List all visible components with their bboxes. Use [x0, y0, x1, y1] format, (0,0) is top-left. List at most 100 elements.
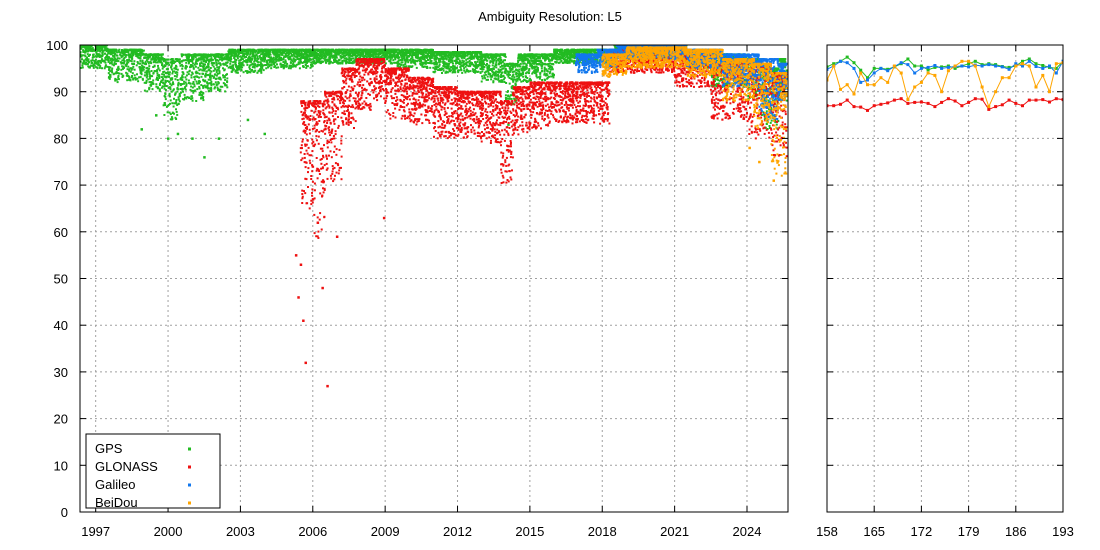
- data-point: [229, 66, 232, 69]
- data-point: [252, 63, 255, 66]
- data-point: [351, 57, 353, 60]
- data-point: [135, 53, 137, 55]
- data-point: [417, 53, 419, 56]
- data-point: [420, 53, 423, 56]
- data-point: [178, 62, 181, 65]
- data-point: [457, 55, 460, 58]
- data-point: [310, 50, 313, 53]
- data-point: [177, 96, 180, 99]
- data-point: [80, 60, 82, 63]
- data-point: [225, 84, 228, 87]
- data-point: [152, 56, 155, 59]
- data-point: [395, 48, 398, 51]
- data-point: [275, 60, 278, 63]
- data-point: [470, 53, 473, 56]
- data-point: [320, 53, 323, 56]
- data-point: [172, 62, 175, 65]
- data-point: [222, 58, 225, 61]
- data-point: [257, 64, 260, 67]
- data-point: [472, 71, 475, 73]
- data-point: [106, 53, 109, 56]
- data-point: [177, 88, 180, 91]
- data-point: [441, 72, 443, 74]
- data-point: [146, 71, 149, 74]
- data-point: [250, 63, 253, 66]
- data-point: [544, 59, 547, 61]
- data-point: [388, 48, 391, 51]
- data-point: [249, 59, 252, 62]
- data-point: [458, 69, 461, 72]
- data-point: [215, 83, 218, 86]
- data-point: [255, 50, 258, 53]
- data-point: [266, 60, 268, 63]
- data-point: [277, 66, 280, 69]
- data-point: [276, 51, 279, 54]
- data-point: [209, 74, 212, 77]
- data-point: [366, 49, 369, 51]
- data-point: [392, 48, 395, 51]
- data-point: [145, 56, 148, 59]
- data-point: [551, 73, 554, 75]
- data-point: [161, 62, 164, 65]
- data-point: [181, 67, 184, 70]
- data-point: [240, 49, 243, 52]
- data-point: [153, 70, 156, 73]
- data-point: [465, 54, 468, 57]
- data-point: [298, 61, 300, 64]
- data-point: [333, 58, 336, 61]
- data-point: [278, 57, 281, 60]
- data-point: [439, 68, 442, 70]
- data-point: [172, 83, 175, 86]
- data-point: [360, 49, 363, 52]
- data-point: [299, 58, 302, 61]
- data-point: [241, 55, 244, 58]
- data-point: [245, 53, 248, 56]
- data-point: [516, 63, 518, 66]
- data-point: [168, 75, 170, 78]
- data-point: [350, 59, 352, 61]
- data-point: [292, 65, 294, 68]
- data-point: [250, 60, 253, 63]
- data-point: [282, 67, 285, 70]
- data-point: [92, 63, 95, 66]
- data-point: [480, 68, 483, 71]
- data-point: [157, 64, 159, 67]
- data-point: [445, 62, 448, 65]
- data-point: [260, 65, 263, 68]
- data-point: [407, 61, 410, 64]
- data-point: [506, 70, 509, 73]
- data-point: [419, 58, 422, 61]
- data-point: [461, 56, 464, 59]
- data-point: [373, 56, 376, 59]
- data-point: [334, 49, 337, 52]
- data-point: [185, 74, 188, 77]
- data-point: [216, 86, 219, 89]
- data-point: [489, 60, 492, 63]
- data-point: [126, 48, 129, 51]
- data-point: [301, 61, 304, 64]
- data-point: [298, 67, 301, 70]
- data-point: [104, 58, 107, 61]
- data-point: [413, 62, 416, 64]
- data-point: [408, 66, 411, 69]
- data-point: [126, 79, 129, 82]
- data-point: [115, 71, 118, 73]
- data-point: [507, 94, 510, 97]
- data-point: [254, 56, 257, 59]
- data-point: [449, 53, 452, 56]
- data-point: [538, 63, 540, 66]
- data-point: [256, 71, 259, 74]
- data-point: [328, 48, 331, 51]
- data-point: [433, 57, 436, 60]
- data-point: [166, 80, 169, 82]
- data-point: [402, 57, 405, 60]
- data-point: [169, 77, 172, 80]
- data-point: [302, 50, 305, 52]
- data-point: [445, 51, 447, 54]
- data-point: [216, 59, 219, 62]
- data-point: [158, 84, 161, 86]
- data-point: [313, 62, 316, 65]
- data-point: [509, 62, 511, 65]
- data-point: [304, 52, 307, 55]
- data-point: [103, 52, 106, 55]
